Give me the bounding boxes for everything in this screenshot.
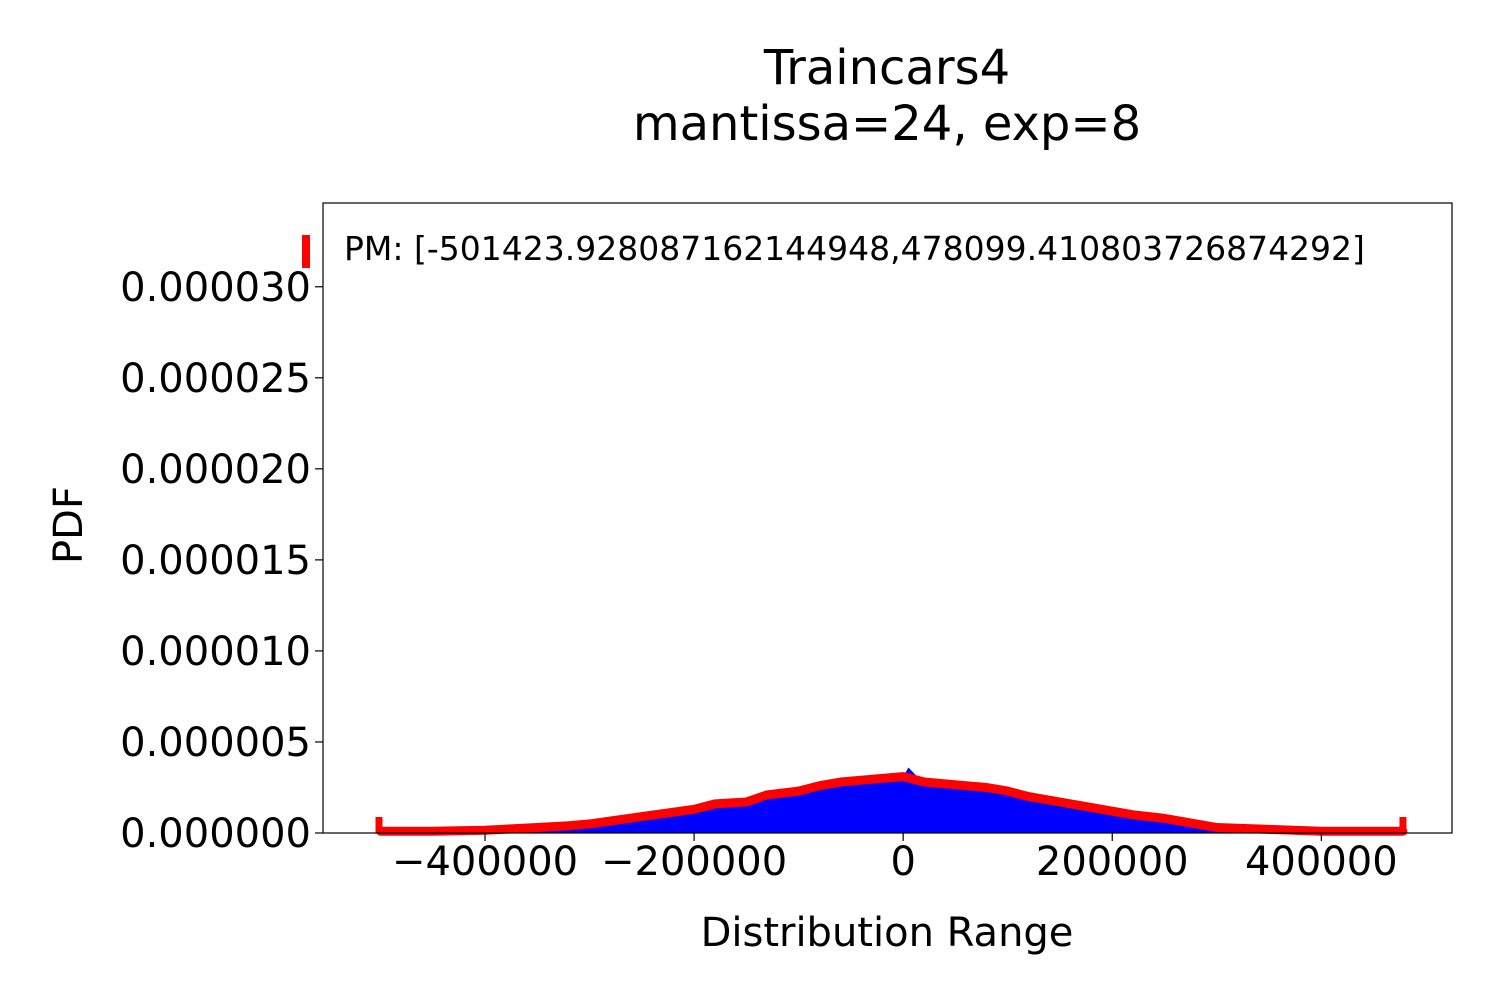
y-tick-label: 0.000030 (120, 265, 311, 311)
chart-title: Traincars4 (763, 40, 1010, 96)
x-tick-label: 0 (890, 839, 915, 885)
y-tick-label: 0.000015 (120, 538, 311, 584)
x-tick-label: −400000 (392, 839, 578, 885)
plot-area: −400000 −200000 0 200000 400000 0.000000 0.000… (120, 202, 1453, 885)
y-tick-label: 0.000025 (120, 356, 311, 402)
plot-frame (322, 202, 1453, 834)
pdf-line (376, 772, 1408, 836)
y-axis-label: PDF (46, 486, 92, 564)
y-tick-label: 0.000020 (120, 447, 311, 493)
histogram-area (380, 767, 1403, 833)
y-tick-label: 0.000000 (120, 811, 311, 857)
legend-marker (302, 235, 310, 268)
pm-range-annotation: PM: [-501423.928087162144948,478099.4108… (344, 229, 1365, 268)
chart-subtitle: mantissa=24, exp=8 (633, 96, 1141, 152)
x-tick-label: −200000 (601, 839, 787, 885)
y-tick-label: 0.000010 (120, 629, 311, 675)
x-tick-label: 200000 (1036, 839, 1189, 885)
y-tick-label: 0.000005 (120, 720, 311, 766)
x-axis-label: Distribution Range (701, 910, 1074, 956)
x-tick-label: 400000 (1245, 839, 1398, 885)
